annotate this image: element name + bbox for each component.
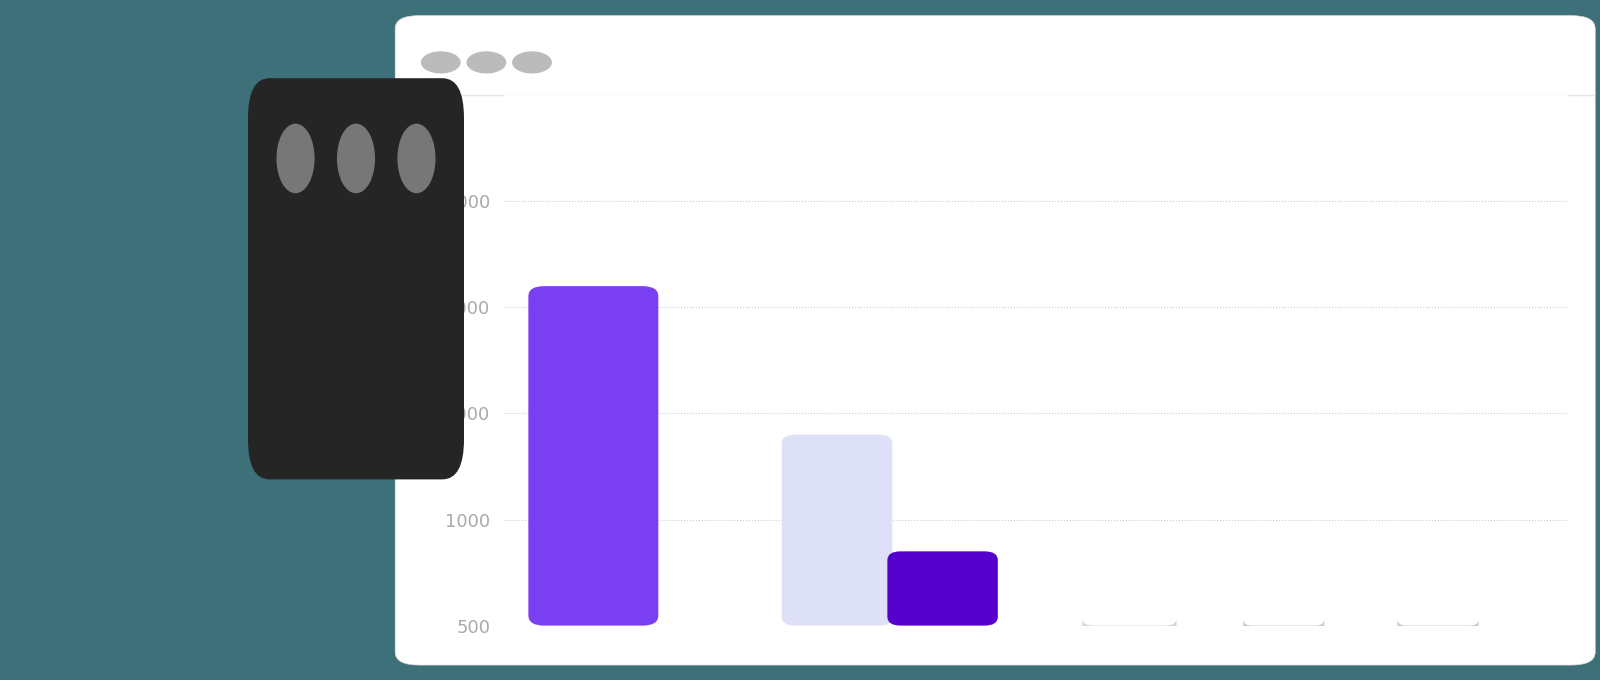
FancyBboxPatch shape [528,286,658,626]
FancyBboxPatch shape [248,78,464,479]
Circle shape [277,124,314,192]
FancyBboxPatch shape [1397,619,1478,652]
FancyBboxPatch shape [395,16,1595,665]
Circle shape [398,124,435,192]
FancyBboxPatch shape [1082,618,1176,642]
FancyBboxPatch shape [888,551,998,626]
Circle shape [512,52,550,73]
FancyBboxPatch shape [782,435,893,626]
Circle shape [467,52,506,73]
Circle shape [338,124,374,192]
FancyBboxPatch shape [1243,619,1325,652]
Circle shape [422,52,461,73]
